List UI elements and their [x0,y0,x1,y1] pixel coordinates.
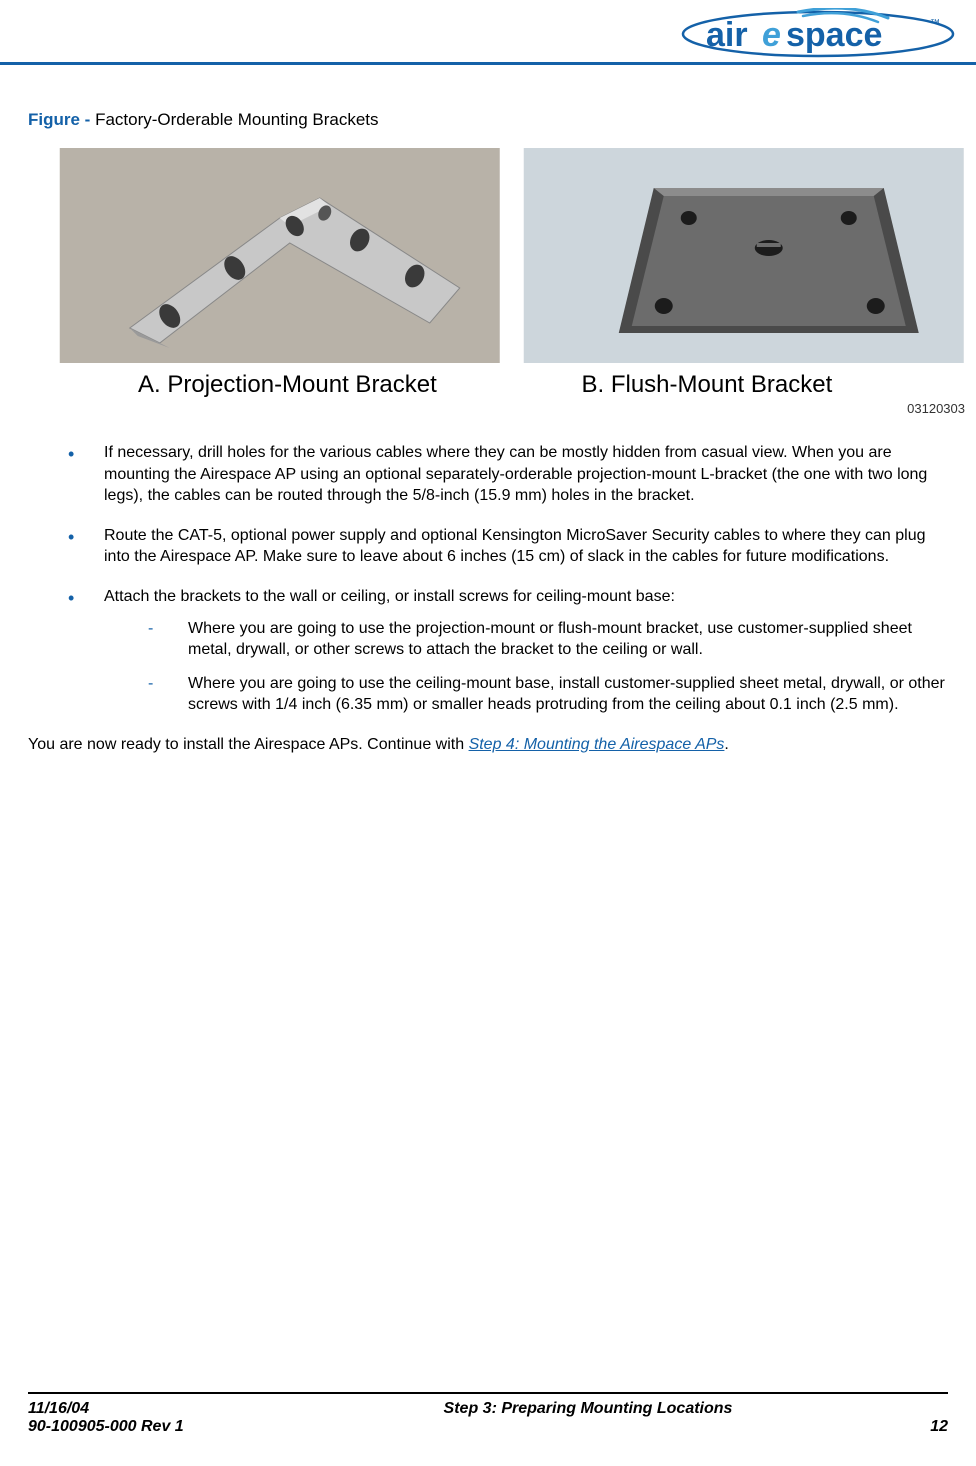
bullet-3: Attach the brackets to the wall or ceili… [68,586,948,716]
page-header: air e space ™ [0,0,976,65]
svg-text:™: ™ [930,18,940,29]
figure-title-text: Factory-Orderable Mounting Brackets [95,110,378,129]
bullet-3-text: Attach the brackets to the wall or ceili… [104,588,675,605]
svg-text:space: space [786,16,882,54]
step-4-link[interactable]: Step 4: Mounting the Airespace APs [469,736,725,753]
sub-bullet-1: Where you are going to use the projectio… [148,618,948,661]
figure-caption: Figure - Factory-Orderable Mounting Brac… [28,110,948,130]
closing-after: . [724,736,728,753]
bullet-2: Route the CAT-5, optional power supply a… [68,525,948,568]
figure-image-box: A. Projection-Mount Bracket B. Flush-Mou… [58,148,965,416]
footer-section: Step 3: Preparing Mounting Locations [288,1400,888,1418]
page-content: Figure - Factory-Orderable Mounting Brac… [0,65,976,756]
footer-date: 11/16/04 [28,1400,288,1418]
instruction-list: If necessary, drill holes for the variou… [28,442,948,716]
bracket-b-cell [522,148,966,363]
bracket-a-label: A. Projection-Mount Bracket [58,371,522,399]
projection-mount-bracket-image [58,148,502,363]
footer-doc: 90-100905-000 Rev 1 [28,1418,288,1436]
bracket-b-label: B. Flush-Mount Bracket [522,371,966,399]
closing-paragraph: You are now ready to install the Airespa… [28,734,948,756]
sub-instruction-list: Where you are going to use the projectio… [104,618,948,716]
closing-before: You are now ready to install the Airespa… [28,736,469,753]
svg-text:e: e [762,16,781,54]
bracket-a-cell [58,148,502,363]
figure-id: 03120303 [58,401,965,416]
sub-bullet-2: Where you are going to use the ceiling-m… [148,673,948,716]
bullet-1: If necessary, drill holes for the variou… [68,442,948,507]
svg-text:air: air [706,16,748,54]
footer-spacer [888,1400,948,1418]
footer-page: 12 [888,1418,948,1436]
page-footer: 11/16/04 Step 3: Preparing Mounting Loca… [28,1392,948,1436]
footer-center-empty [288,1418,888,1436]
airespace-logo: air e space ™ [678,8,958,60]
figure-prefix: Figure - [28,110,95,129]
flush-mount-bracket-image [522,148,966,363]
